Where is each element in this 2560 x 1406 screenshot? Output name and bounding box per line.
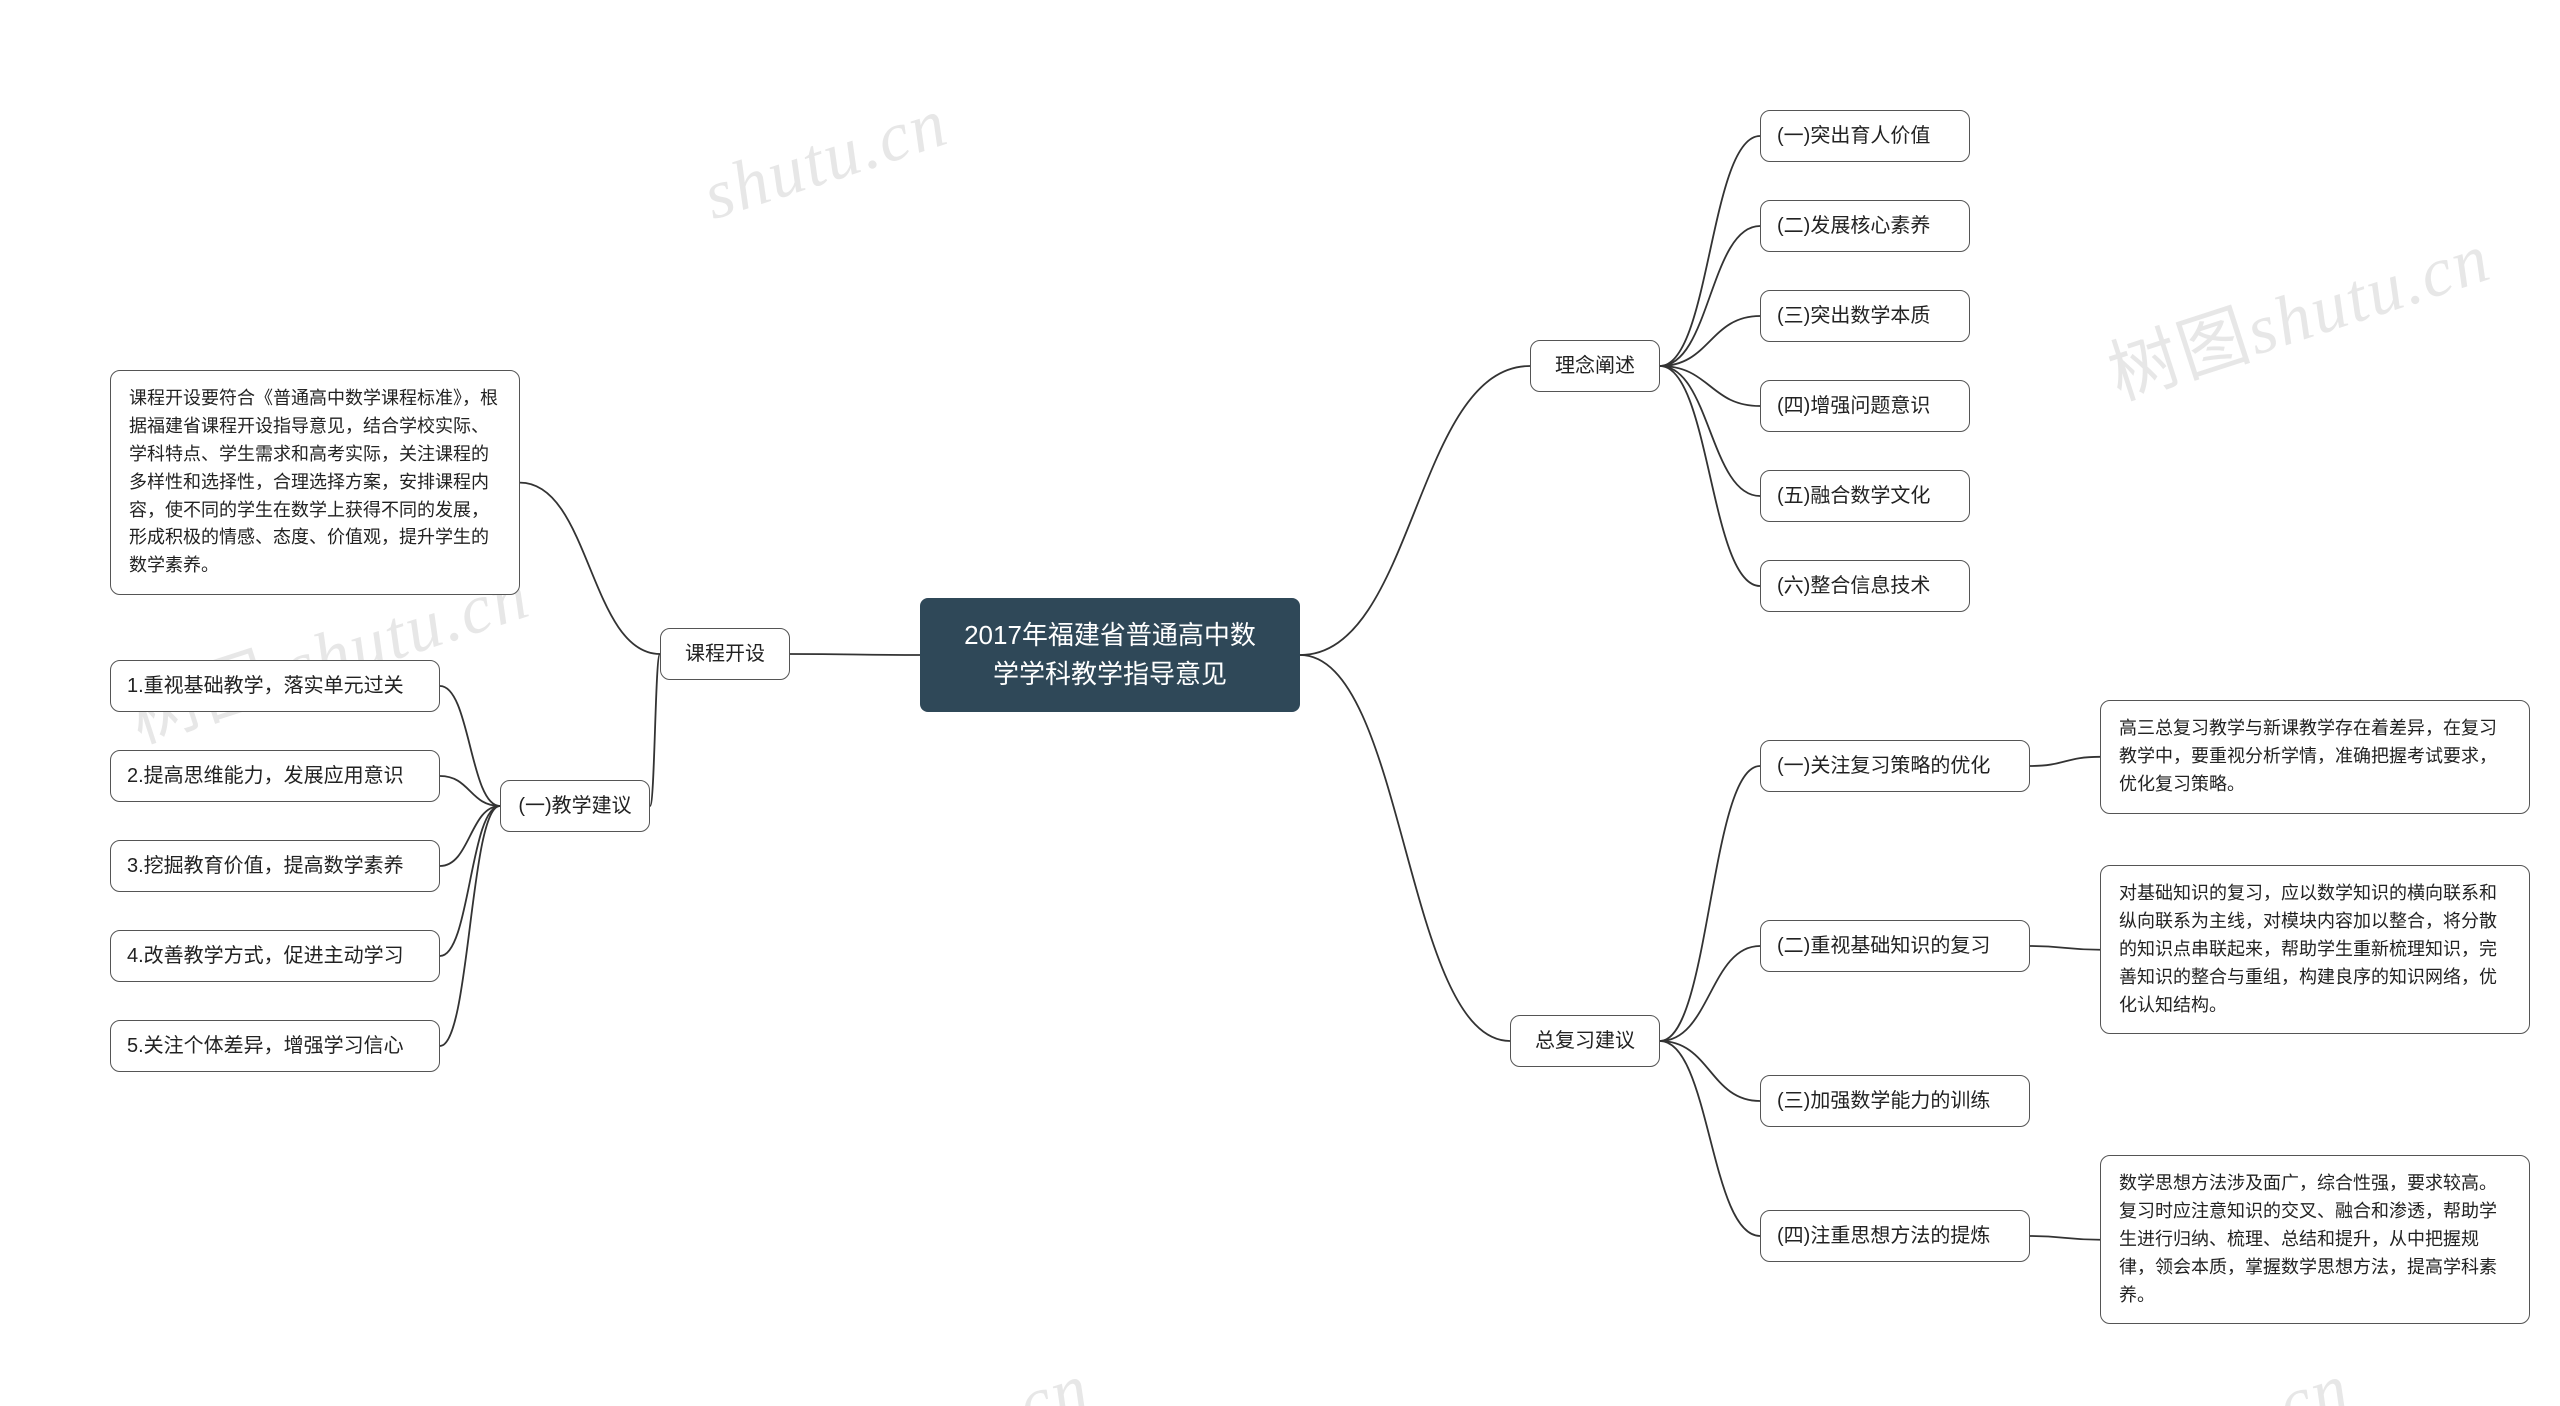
review-node: 总复习建议: [1510, 1015, 1660, 1067]
concept-item-label: (三)突出数学本质: [1777, 305, 1930, 327]
left-sub-label: (一)教学建议: [518, 795, 631, 817]
course-text: 课程开设要符合《普通高中数学课程标准》，根据福建省课程开设指导意见，结合学校实际…: [129, 388, 498, 575]
watermark: .cn: [2250, 1348, 2360, 1406]
root-title-line2: 学学科教学指导意见: [946, 655, 1274, 694]
review-text: 对基础知识的复习，应以数学知识的横向联系和纵向联系为主线，对模块内容加以整合，将…: [2100, 865, 2530, 1034]
left-main-node: 课程开设: [660, 628, 790, 680]
review-item-label: (三)加强数学能力的训练: [1777, 1090, 1990, 1112]
left-item-label: 3.挖掘教育价值，提高数学素养: [127, 855, 404, 877]
concept-node: 理念阐述: [1530, 340, 1660, 392]
course-text-node: 课程开设要符合《普通高中数学课程标准》，根据福建省课程开设指导意见，结合学校实际…: [110, 370, 520, 595]
left-item-label: 4.改善教学方式，促进主动学习: [127, 945, 404, 967]
review-text-content: 高三总复习教学与新课教学存在着差异，在复习教学中，要重视分析学情，准确把握考试要…: [2119, 718, 2497, 794]
concept-item-label: (六)整合信息技术: [1777, 575, 1930, 597]
left-item: 5.关注个体差异，增强学习信心: [110, 1020, 440, 1072]
watermark: shutu.cn: [694, 83, 958, 237]
root-title-line1: 2017年福建省普通高中数: [946, 616, 1274, 655]
review-item: (二)重视基础知识的复习: [1760, 920, 2030, 972]
concept-item: (二)发展核心素养: [1760, 200, 1970, 252]
left-item: 1.重视基础教学，落实单元过关: [110, 660, 440, 712]
watermark: 树图shutu.cn: [2094, 201, 2501, 419]
left-sub-node: (一)教学建议: [500, 780, 650, 832]
concept-item-label: (五)融合数学文化: [1777, 485, 1930, 507]
concept-item: (五)融合数学文化: [1760, 470, 1970, 522]
left-item-label: 2.提高思维能力，发展应用意识: [127, 765, 404, 787]
concept-item: (六)整合信息技术: [1760, 560, 1970, 612]
review-item: (四)注重思想方法的提炼: [1760, 1210, 2030, 1262]
left-main-label: 课程开设: [685, 643, 765, 665]
left-item: 2.提高思维能力，发展应用意识: [110, 750, 440, 802]
concept-item: (三)突出数学本质: [1760, 290, 1970, 342]
review-item: (一)关注复习策略的优化: [1760, 740, 2030, 792]
review-item: (三)加强数学能力的训练: [1760, 1075, 2030, 1127]
concept-item-label: (二)发展核心素养: [1777, 215, 1930, 237]
concept-item: (四)增强问题意识: [1760, 380, 1970, 432]
root-node: 2017年福建省普通高中数 学学科教学指导意见: [920, 598, 1300, 712]
concept-label: 理念阐述: [1555, 355, 1635, 377]
left-item: 3.挖掘教育价值，提高数学素养: [110, 840, 440, 892]
review-label: 总复习建议: [1535, 1030, 1635, 1052]
review-item-label: (四)注重思想方法的提炼: [1777, 1225, 1990, 1247]
concept-item-label: (四)增强问题意识: [1777, 395, 1930, 417]
review-text-content: 对基础知识的复习，应以数学知识的横向联系和纵向联系为主线，对模块内容加以整合，将…: [2119, 883, 2497, 1015]
concept-item-label: (一)突出育人价值: [1777, 125, 1930, 147]
left-item-label: 5.关注个体差异，增强学习信心: [127, 1035, 404, 1057]
watermark: .cn: [990, 1348, 1100, 1406]
review-text: 数学思想方法涉及面广，综合性强，要求较高。复习时应注意知识的交叉、融合和渗透，帮…: [2100, 1155, 2530, 1324]
review-text: 高三总复习教学与新课教学存在着差异，在复习教学中，要重视分析学情，准确把握考试要…: [2100, 700, 2530, 814]
mindmap-canvas: 树图 shutu.cn shutu.cn 树图shutu.cn .cn .cn …: [0, 0, 2560, 1406]
review-item-label: (一)关注复习策略的优化: [1777, 755, 1990, 777]
concept-item: (一)突出育人价值: [1760, 110, 1970, 162]
review-item-label: (二)重视基础知识的复习: [1777, 935, 1990, 957]
left-item: 4.改善教学方式，促进主动学习: [110, 930, 440, 982]
review-text-content: 数学思想方法涉及面广，综合性强，要求较高。复习时应注意知识的交叉、融合和渗透，帮…: [2119, 1173, 2497, 1305]
left-item-label: 1.重视基础教学，落实单元过关: [127, 675, 404, 697]
